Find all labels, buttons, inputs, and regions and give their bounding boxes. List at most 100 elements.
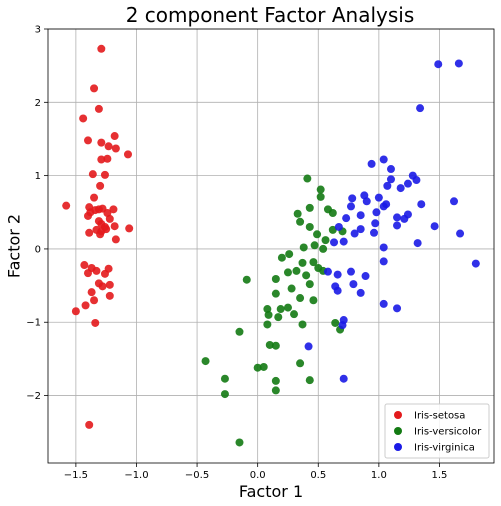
data-point [235,327,244,336]
data-point [379,155,388,164]
data-point [296,359,305,368]
data-point [103,154,112,163]
data-point [271,386,280,395]
data-point [396,184,405,193]
data-point [319,244,328,253]
legend: Iris-setosa Iris-versicolor Iris-virginica [384,403,490,459]
data-point [346,267,355,276]
data-point [83,211,92,220]
legend-marker [394,427,402,435]
data-point [97,138,106,147]
plot-frame [47,28,495,464]
data-point [97,155,106,164]
data-point [403,179,412,188]
data-point [80,261,89,270]
data-point [454,59,463,68]
data-point [277,253,286,262]
series-iris-setosa [62,44,134,429]
y-tick-label: 0 [35,244,41,255]
data-point [265,340,274,349]
data-point [110,132,119,141]
y-tick-label: 2 [35,98,41,109]
data-point [348,194,357,203]
legend-label: Iris-versicolor [414,427,482,438]
data-point [393,304,402,313]
y-tick-label: 3 [35,25,41,36]
data-point [372,208,381,217]
x-tick-label: −1.0 [124,470,148,481]
data-point [339,237,348,246]
data-point [105,291,114,300]
data-point [100,170,109,179]
data-point [413,239,422,248]
data-point [393,221,402,230]
data-point [313,230,322,239]
data-point [356,225,365,234]
data-point [379,202,388,211]
data-point [471,259,480,268]
data-point [417,200,426,209]
data-point [374,193,383,202]
legend-label: Iris-setosa [414,411,465,422]
data-point [296,294,305,303]
data-point [253,363,262,372]
data-point [92,266,101,275]
data-point [109,205,118,214]
data-point [276,305,285,314]
data-point [456,229,465,238]
axis-ticks: −1.5 −1.0 −0.5 0.0 0.5 1.0 1.5 −2 −1 0 1 2 3 [26,25,447,482]
y-axis-title: Factor 2 [5,214,24,278]
data-point [201,357,210,366]
data-point [100,269,109,278]
data-point [316,185,325,194]
data-point [330,238,339,247]
data-point [298,320,307,329]
data-point [292,266,301,275]
data-point [271,274,280,283]
data-point [356,211,365,220]
data-point [328,209,337,218]
data-point [81,301,90,310]
data-point [271,289,280,298]
data-point [283,268,292,277]
data-point [342,214,351,223]
data-point [105,214,114,223]
data-point [91,206,100,215]
data-point [98,282,107,291]
data-point [299,243,308,252]
data-point [90,84,99,93]
data-point [102,225,111,234]
data-point [379,243,388,252]
data-point [79,114,88,123]
data-point [328,225,337,234]
data-point [386,165,395,174]
data-point [305,376,314,385]
data-point [62,201,71,210]
data-point [287,284,296,293]
data-point [88,170,97,179]
data-point [393,213,402,222]
data-point [111,235,120,244]
data-point [305,222,314,231]
data-point [304,342,313,351]
data-point [400,214,409,223]
data-point [370,228,379,237]
data-point [356,288,365,297]
data-point [85,420,94,429]
data-point [110,222,119,231]
data-point [296,217,305,226]
data-point [350,229,359,238]
data-point [96,181,105,190]
x-tick-label: −0.5 [185,470,209,481]
data-point [316,192,325,201]
data-point [271,341,280,350]
grid-lines [48,28,494,463]
data-point [333,286,342,295]
data-point [362,197,371,206]
data-point [412,176,421,185]
x-tick-label: 1.0 [371,470,387,481]
data-point [220,390,229,399]
data-point [271,376,280,385]
data-point [259,362,268,371]
data-point [242,275,251,284]
